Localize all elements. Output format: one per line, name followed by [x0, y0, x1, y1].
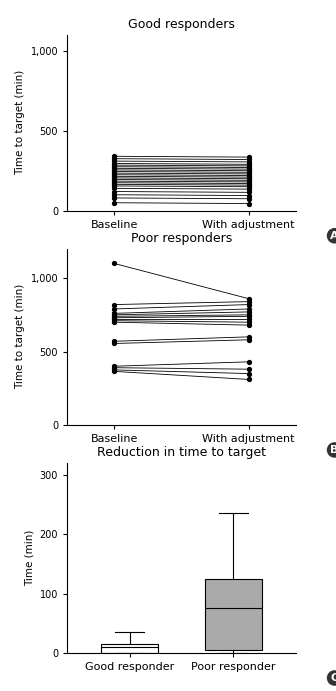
PathPatch shape [205, 579, 262, 650]
Text: B: B [330, 445, 336, 455]
Text: A: A [330, 231, 336, 240]
PathPatch shape [101, 644, 158, 653]
Y-axis label: Time (min): Time (min) [24, 530, 34, 586]
Y-axis label: Time to target (min): Time to target (min) [15, 70, 25, 176]
Title: Poor responders: Poor responders [131, 231, 232, 245]
Title: Reduction in time to target: Reduction in time to target [97, 446, 266, 459]
Text: C: C [331, 673, 336, 683]
Title: Good responders: Good responders [128, 17, 235, 30]
Y-axis label: Time to target (min): Time to target (min) [15, 284, 25, 390]
